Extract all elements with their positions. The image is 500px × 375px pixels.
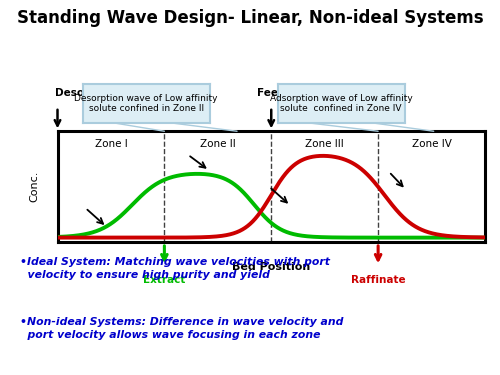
Text: Zone I: Zone I	[94, 139, 128, 149]
Text: Desorption wave of Low affinity
solute confined in Zone II: Desorption wave of Low affinity solute c…	[74, 94, 218, 113]
Text: •Ideal System: Matching wave velocities with port
  velocity to ensure high puri: •Ideal System: Matching wave velocities …	[20, 257, 330, 280]
Text: Zone IV: Zone IV	[412, 139, 452, 149]
Text: •Non-ideal Systems: Difference in wave velocity and
  port velocity allows wave : •Non-ideal Systems: Difference in wave v…	[20, 317, 344, 340]
Text: Raffinate: Raffinate	[351, 275, 406, 285]
Text: Extract: Extract	[143, 275, 186, 285]
Text: Zone III: Zone III	[306, 139, 344, 149]
Text: Feed: Feed	[257, 88, 286, 98]
Text: Standing Wave Design- Linear, Non-ideal Systems: Standing Wave Design- Linear, Non-ideal …	[16, 9, 483, 27]
Text: Zone II: Zone II	[200, 139, 235, 149]
Text: Adsorption wave of Low affinity
solute  confined in Zone IV: Adsorption wave of Low affinity solute c…	[270, 94, 412, 113]
Text: Desorbent: Desorbent	[56, 88, 116, 98]
Text: Bed Position: Bed Position	[232, 262, 310, 272]
Text: Conc.: Conc.	[29, 171, 39, 202]
